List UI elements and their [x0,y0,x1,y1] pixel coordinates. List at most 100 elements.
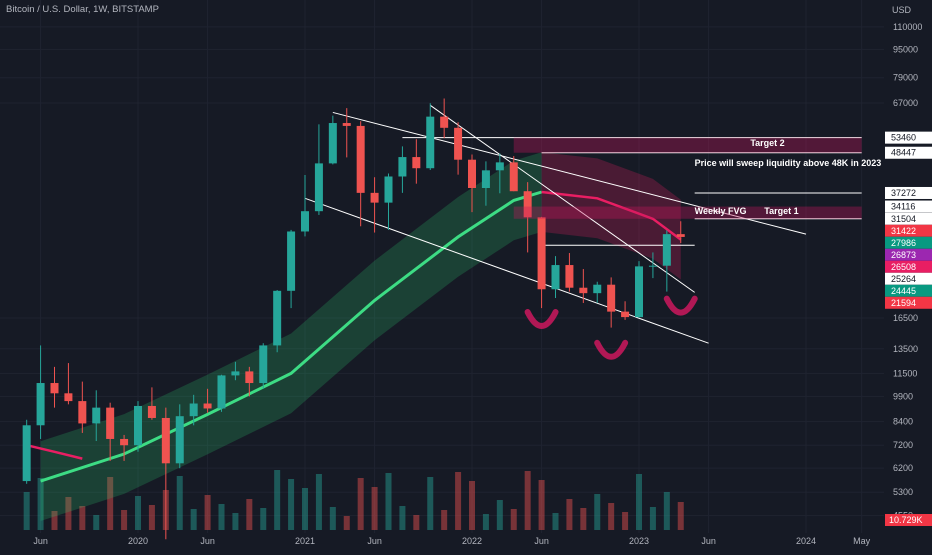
volume-bar [329,507,336,530]
price-tick: 5300 [893,487,913,497]
volume-bar [190,509,197,530]
volume-bar [93,515,100,530]
price-label-bg [885,131,932,144]
price-tick: 8400 [893,417,913,427]
volume-bar [79,506,86,530]
time-axis[interactable]: Jun 2020 Jun 2021 Jun 2022 Jun 2023 Jun 2024 May [33,536,870,546]
annotations: Target 2 Price will sweep liquidity above… [513,137,882,360]
volume-bar [524,471,531,530]
volume-bar [315,474,322,530]
price-label: 31422 [891,226,916,236]
price-tick: 95000 [893,44,918,54]
price-tick: 11500 [893,368,917,378]
time-tick: 2020 [128,536,148,546]
time-tick: 2021 [295,536,315,546]
lower-trendline [304,197,709,344]
volume-bar [371,487,378,530]
price-label-bg [885,248,932,261]
candle-body [147,405,156,418]
volume-bar [608,503,615,530]
price-label: 26508 [891,262,916,272]
volume-bar [204,495,211,530]
time-tick: Jun [701,536,716,546]
candle-body [537,217,546,290]
candle-body [245,371,254,384]
volume-bar [232,513,239,530]
volume-bar [580,508,587,530]
candle-body [217,375,226,409]
candle-body [509,162,518,192]
candle-body [175,416,184,464]
volume-bar [427,477,434,530]
price-label-bg [885,212,932,225]
time-tick: Jun [534,536,549,546]
candle-body [36,383,45,426]
volume-bar [343,516,350,530]
volume-bar [274,470,281,530]
target2-label: Target 2 [750,138,784,148]
descending-trendline [429,104,695,293]
volume-bar [37,478,44,530]
candle-body [635,266,643,318]
volume-bar [218,504,225,530]
volume-bar [260,508,267,530]
candle-body [106,407,115,439]
candle-body [287,231,296,291]
volume-bar [677,502,684,530]
price-label: 31504 [891,214,916,224]
volume-bar [148,505,155,530]
volume-bar [176,476,183,530]
price-tick: 7200 [893,440,913,450]
volume-bar [23,492,30,530]
candle-body [523,191,532,218]
sweep-note: Price will sweep liquidity above 48K in … [695,158,882,168]
candle-body [495,162,504,171]
price-label-bg [885,260,932,273]
price-axis[interactable]: 110000 95000 79000 67000 16500 13500 11500 9900… [893,22,922,521]
red-band [541,152,681,280]
price-label: 53460 [891,133,916,143]
time-tick: Jun [33,536,48,546]
candle-body [22,425,31,482]
candle-body [78,401,87,424]
price-label: 25264 [891,274,916,284]
volume-bar [469,481,475,530]
candle-body [64,393,73,402]
candle-body [314,163,323,212]
candle-body [50,383,59,394]
time-tick: 2023 [629,536,649,546]
price-tick: 13500 [893,344,918,354]
volume-bar [594,494,601,530]
price-label-bg [885,236,932,249]
candle-body [301,211,309,232]
red-band-midline [541,190,682,241]
volume-bar [552,513,559,530]
volume-bar [246,499,253,530]
price-tick: 79000 [893,73,918,83]
candle-body [468,159,476,189]
candle-body [92,407,101,424]
candle-body [134,405,142,446]
candle-body [384,176,393,203]
candle-body [676,234,685,237]
candle-body [551,265,560,290]
volume-label: 10.729K [889,515,923,525]
volume-bar [566,499,573,530]
volume-bar [51,511,58,530]
volume-bar [288,479,295,530]
price-label: 26873 [891,250,916,260]
candle-body [454,127,463,160]
left-shoulder-arc [524,309,559,329]
volume-label-bg [885,514,932,526]
volume-bar [622,512,629,530]
volume-bar [385,473,392,530]
candle-body [259,345,268,384]
price-tick: 16500 [893,313,918,323]
candle-body [621,311,630,318]
time-tick: Jun [200,536,215,546]
left-red-line [26,443,83,460]
candles [22,98,685,540]
